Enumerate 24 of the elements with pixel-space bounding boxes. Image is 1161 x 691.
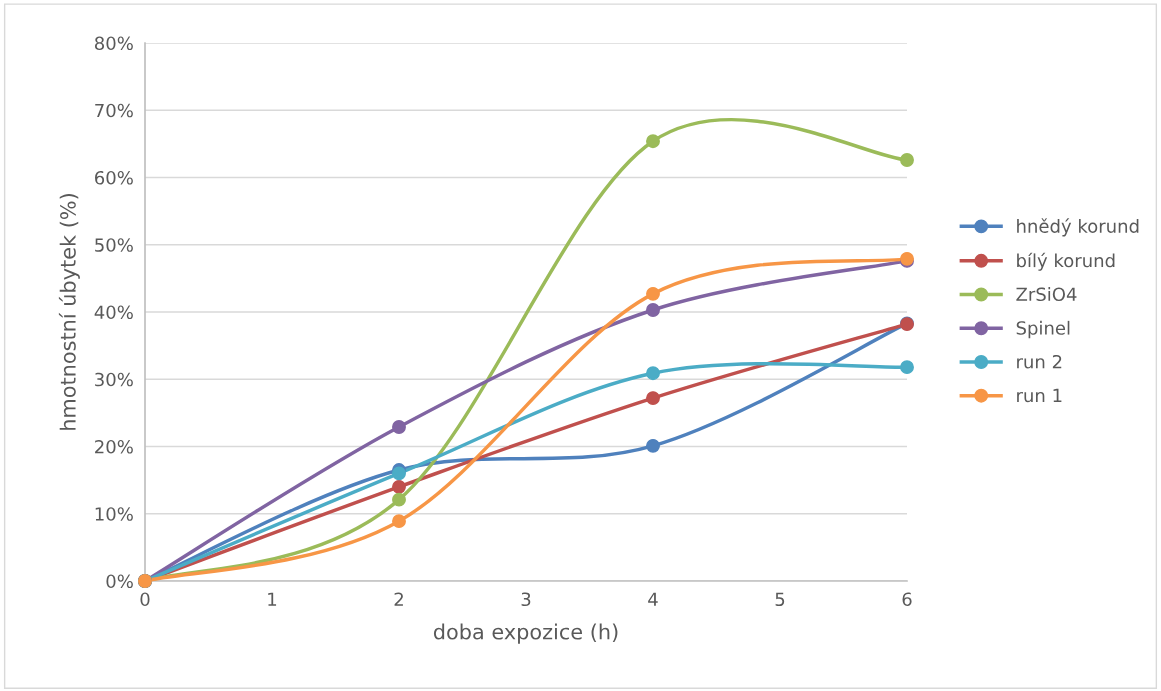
y-tick-label: 20%	[95, 439, 133, 454]
legend-label: bílý korund	[1017, 252, 1115, 271]
y-tick-label: 50%	[95, 238, 133, 252]
x-tick-label: 2	[394, 592, 403, 606]
y-tick-label: 60%	[95, 170, 133, 185]
y-tick-label: 30%	[95, 372, 133, 387]
y-tick-label: 10%	[95, 507, 133, 521]
legend-label: Spinel	[1016, 320, 1070, 339]
x-axis-title: doba expozice (h)	[433, 623, 618, 644]
y-tick-label: 80%	[94, 36, 133, 51]
x-tick-label: 6	[902, 592, 912, 607]
x-tick-label: 5	[775, 592, 785, 607]
y-tick-label: 40%	[94, 305, 133, 320]
x-tick-label: 0	[140, 592, 150, 607]
legend-label: ZrSiO4	[1016, 287, 1077, 302]
x-tick-label: 3	[521, 592, 531, 607]
legend-label: run 1	[1017, 388, 1062, 403]
y-tick-label: 70%	[95, 103, 133, 118]
x-tick-label: 1	[268, 592, 277, 606]
y-axis-title: hmotnostní úbytek (%)	[58, 194, 80, 430]
legend-label: run 2	[1017, 354, 1062, 369]
y-tick-label: 0%	[106, 574, 133, 589]
x-tick-label: 4	[648, 592, 658, 606]
legend-label: hnědý korund	[1017, 218, 1139, 237]
